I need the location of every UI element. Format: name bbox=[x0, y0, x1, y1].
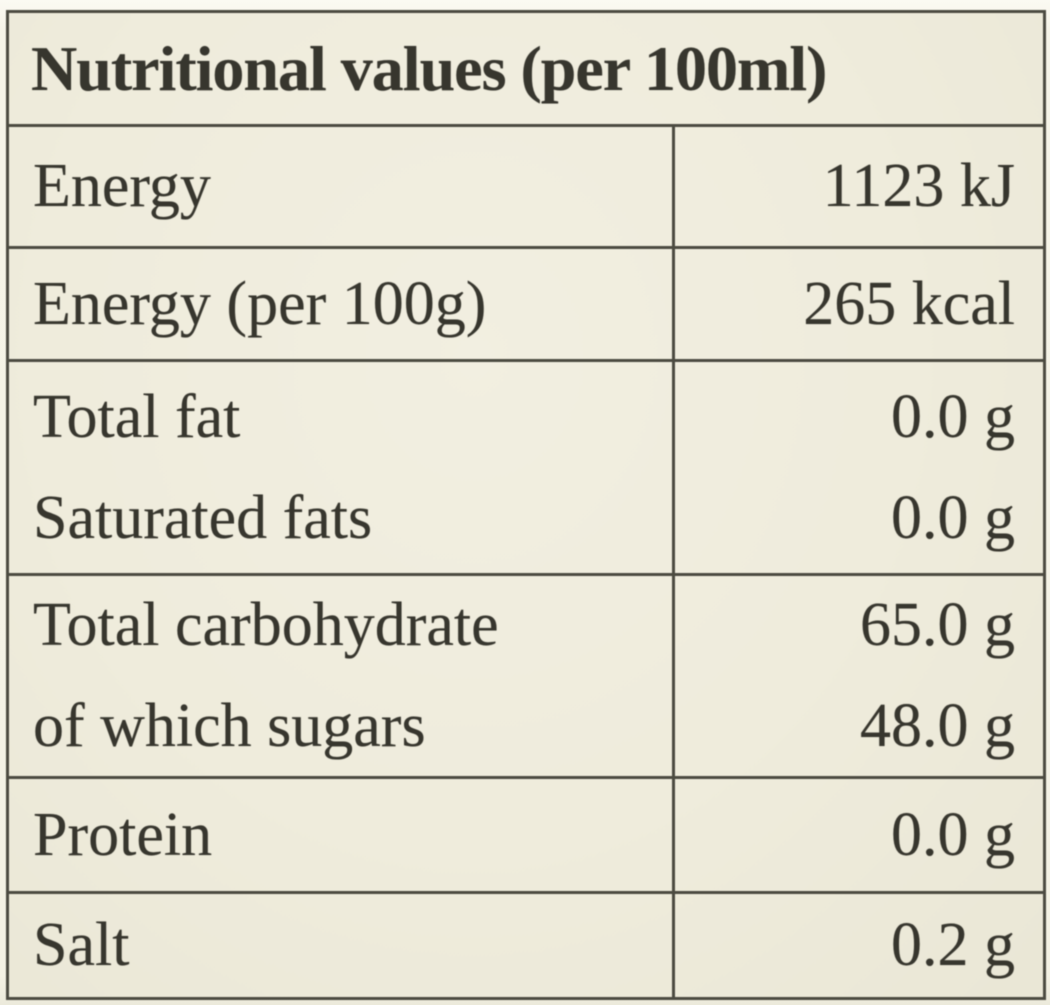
nutrient-value-cell: 0.0 g 0.0 g bbox=[675, 362, 1043, 573]
nutrient-row-value: 65.0 g bbox=[860, 591, 1015, 659]
nutrient-row-label: Saturated fats bbox=[33, 483, 373, 552]
nutrient-row-value: 265 kcal bbox=[803, 269, 1015, 338]
nutrient-value-cell: 1123 kJ bbox=[675, 127, 1043, 246]
nutrient-label-cell: Total fat Saturated fats bbox=[9, 362, 675, 573]
nutrient-row-value: 0.2 g bbox=[891, 911, 1015, 979]
nutrient-label-cell: Protein bbox=[9, 779, 675, 891]
nutrient-label-cell: Energy bbox=[9, 127, 675, 246]
nutrient-group-carbohydrate: Total carbohydrate of which sugars 65.0 … bbox=[9, 573, 1043, 776]
nutrient-label-cell: Total carbohydrate of which sugars bbox=[9, 576, 675, 776]
nutrient-row-label: Salt bbox=[33, 911, 130, 979]
nutrient-value-cell: 65.0 g 48.0 g bbox=[675, 576, 1043, 776]
nutrient-row-label: Protein bbox=[33, 800, 213, 869]
nutrition-table: Nutritional values (per 100ml) Energy 11… bbox=[6, 10, 1046, 1000]
nutrient-label-cell: Salt bbox=[9, 894, 675, 997]
nutrient-group-energy-per-100g: Energy (per 100g) 265 kcal bbox=[9, 246, 1043, 359]
nutrient-group-salt: Salt 0.2 g bbox=[9, 891, 1043, 997]
nutrient-label-cell: Energy (per 100g) bbox=[9, 249, 675, 359]
nutrient-group-protein: Protein 0.0 g bbox=[9, 776, 1043, 891]
nutrient-value-cell: 0.0 g bbox=[675, 779, 1043, 891]
nutrient-row-value: 0.0 g bbox=[891, 382, 1015, 451]
nutrient-row-label: Energy bbox=[33, 152, 211, 220]
nutrient-row-value: 48.0 g bbox=[860, 692, 1015, 760]
nutrient-row-value: 0.0 g bbox=[891, 483, 1015, 552]
nutrient-row-label: of which sugars bbox=[33, 692, 426, 760]
nutrient-group-fat: Total fat Saturated fats 0.0 g 0.0 g bbox=[9, 359, 1043, 573]
nutrient-row-label: Energy (per 100g) bbox=[33, 269, 487, 338]
nutrient-value-cell: 0.2 g bbox=[675, 894, 1043, 997]
table-header: Nutritional values (per 100ml) bbox=[9, 13, 1043, 124]
nutrient-row-value: 0.0 g bbox=[891, 800, 1015, 869]
nutrient-row-label: Total carbohydrate bbox=[33, 591, 499, 659]
table-title: Nutritional values (per 100ml) bbox=[31, 32, 827, 104]
nutrient-group-energy: Energy 1123 kJ bbox=[9, 124, 1043, 246]
nutrient-row-value: 1123 kJ bbox=[822, 152, 1015, 220]
nutrient-value-cell: 265 kcal bbox=[675, 249, 1043, 359]
nutrient-row-label: Total fat bbox=[33, 382, 241, 451]
